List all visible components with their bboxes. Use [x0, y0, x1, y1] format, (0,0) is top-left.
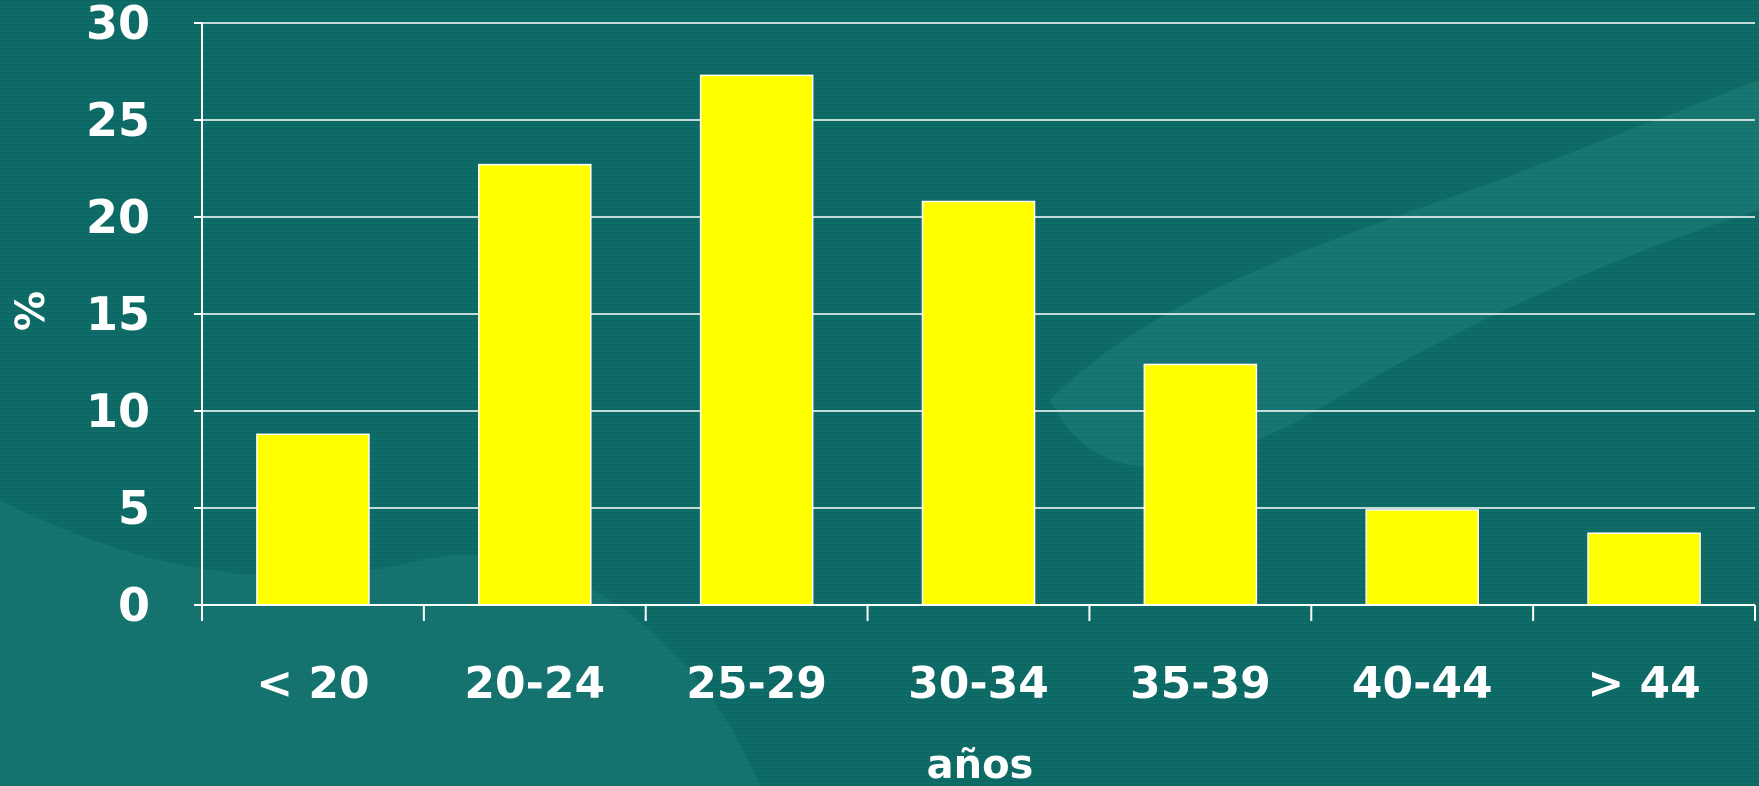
y-tick-label: 25 — [86, 93, 150, 147]
bar — [1587, 532, 1701, 606]
y-tick-label: 20 — [86, 190, 150, 244]
x-tick-label: 30-34 — [908, 658, 1049, 709]
decorative-shape — [0, 500, 760, 786]
bar — [1143, 363, 1258, 606]
bar — [256, 433, 370, 606]
bar — [921, 200, 1036, 606]
x-axis-label: años — [927, 742, 1034, 786]
y-tick-label: 10 — [86, 384, 150, 438]
y-axis-label: % — [8, 291, 54, 331]
bar — [1365, 509, 1479, 606]
bar — [699, 74, 814, 606]
y-tick-label: 0 — [118, 578, 150, 632]
axes — [194, 22, 1756, 621]
x-tick-label: 20-24 — [464, 658, 605, 709]
x-tick-label: < 20 — [256, 658, 369, 709]
y-tick-label: 15 — [86, 287, 150, 341]
x-tick-label: 25-29 — [686, 658, 827, 709]
bar — [478, 163, 592, 606]
x-tick-label: 35-39 — [1130, 658, 1271, 709]
x-tick-label: > 44 — [1587, 658, 1700, 709]
labels: años % 0 5 10 15 20 25 30 < 20 20-24 25-29 30-34 35… — [8, 0, 1701, 786]
y-tick-label: 30 — [86, 0, 150, 50]
x-tick-label: 40-44 — [1352, 658, 1493, 709]
y-tick-label: 5 — [118, 481, 150, 535]
